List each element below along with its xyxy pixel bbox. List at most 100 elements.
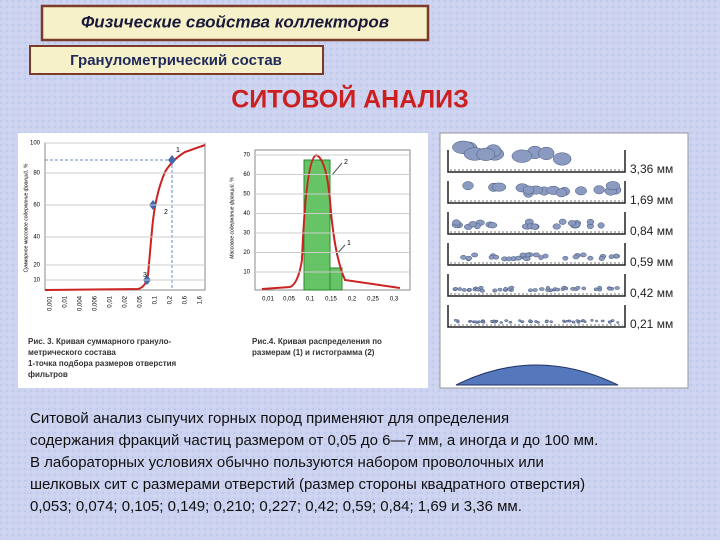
sieve-tray [447, 181, 626, 204]
x-tick-label: 0,004 [78, 295, 84, 311]
paragraph-line: В лабораторных условиях обычно пользуютс… [30, 454, 544, 471]
particle [593, 287, 598, 292]
x-tick-label: 0,3 [390, 297, 399, 303]
particle [571, 320, 575, 324]
particle [452, 219, 461, 226]
y-tick-label: 10 [33, 278, 40, 284]
particle [482, 321, 486, 324]
particle [492, 288, 498, 293]
particle [587, 255, 594, 261]
particle [538, 146, 555, 160]
x-tick-label: 0,1 [153, 295, 159, 304]
caption: Рис.4. Кривая распределения по [252, 337, 382, 346]
particle [600, 319, 605, 323]
paragraph-line: 0,053; 0,074; 0,105; 0,149; 0,210; 0,227… [30, 498, 522, 515]
particle [575, 319, 580, 322]
x-tick-label: 0,25 [367, 297, 379, 303]
figure-left [18, 133, 428, 388]
particle [616, 321, 620, 324]
particle [581, 286, 587, 291]
particle [552, 223, 561, 230]
sieve-label: 0,59 мм [630, 255, 673, 269]
caption: фильтров [28, 370, 68, 379]
particle [545, 285, 550, 290]
y-tick-label: 100 [30, 141, 41, 147]
sieve-tray [447, 212, 626, 235]
y-tick-label: 50 [243, 192, 250, 198]
sieve-label: 0,21 мм [630, 317, 673, 331]
x-tick-label: 0,02 [123, 295, 129, 307]
particle [487, 222, 498, 229]
particle [538, 287, 545, 291]
particle [567, 319, 572, 323]
particle [613, 253, 620, 259]
particle [552, 152, 572, 166]
x-tick-label: 0,006 [93, 295, 99, 311]
leader [331, 162, 343, 176]
particle [562, 255, 569, 261]
curve-label: 1 [347, 240, 351, 247]
particle [529, 320, 534, 323]
particle [555, 188, 567, 198]
x-tick-label: 0,05 [283, 297, 295, 303]
chart1: 100 80 60 40 20 10 0,001 0,01 0,004 0,006 0,01 0,02… [22, 141, 206, 379]
particle [476, 147, 496, 161]
y-tick-label: 20 [243, 250, 250, 256]
x-tick-label: 1,6 [198, 295, 204, 304]
particle [607, 287, 612, 291]
y-axis-label: Суммарное массовое содержание фракций, % [22, 163, 29, 272]
heading: СИТОВОЙ АНАЛИЗ [231, 84, 469, 114]
particle [474, 320, 478, 324]
particle [598, 256, 605, 261]
point-label: 2 [164, 209, 168, 216]
particle [471, 252, 479, 258]
point-label: 3 [143, 272, 147, 279]
paragraph-line: содержания фракций частиц размером от 0,… [30, 432, 598, 449]
particle [530, 223, 539, 230]
particle [503, 286, 508, 291]
particle [614, 286, 620, 290]
sieves: 3,36 мм 1,69 мм 0,84 мм 0,59 мм 0,42 мм 0,21 … [447, 140, 673, 331]
particle [580, 252, 587, 258]
particle [593, 185, 605, 195]
particle [479, 289, 485, 293]
paragraph-line: Ситовой анализ сыпучих горных пород прим… [30, 410, 509, 427]
x-tick-label: 0,05 [138, 295, 144, 307]
particle [608, 254, 615, 260]
particle [558, 218, 567, 225]
particle [532, 252, 540, 258]
leader [335, 244, 346, 256]
subtitle-box [29, 45, 324, 75]
particle [467, 287, 472, 292]
paragraph: Ситовой анализ сыпучих горных пород прим… [30, 410, 598, 515]
y-tick-label: 80 [33, 171, 40, 177]
particle [518, 319, 522, 322]
particle [544, 320, 549, 324]
sieve-tray [447, 274, 626, 297]
x-tick-label: 0,01 [108, 295, 114, 307]
particle [597, 287, 603, 292]
y-tick-label: 40 [33, 235, 40, 241]
particle [586, 218, 595, 225]
particle [567, 220, 576, 227]
caption: 1-точка подбора размеров отверстия [28, 359, 177, 368]
particle [608, 321, 612, 324]
particle [575, 285, 581, 290]
x-tick-label: 0,15 [325, 297, 337, 303]
particle [595, 319, 599, 323]
particle [492, 320, 497, 324]
x-tick-label: 0,6 [183, 295, 189, 304]
particle [488, 254, 495, 260]
y-tick-label: 60 [243, 172, 250, 178]
x-tick-label: 0,1 [306, 297, 315, 303]
particle [468, 221, 477, 228]
particle [506, 256, 512, 262]
particle [460, 254, 467, 260]
title: Физические свойства коллекторов [81, 12, 389, 31]
y-tick-label: 70 [243, 153, 250, 159]
particle [581, 318, 585, 322]
particle [514, 255, 522, 261]
x-tick-label: 0,001 [48, 295, 54, 311]
sieve-tray [447, 243, 626, 266]
subtitle: Гранулометрический состав [70, 52, 282, 69]
